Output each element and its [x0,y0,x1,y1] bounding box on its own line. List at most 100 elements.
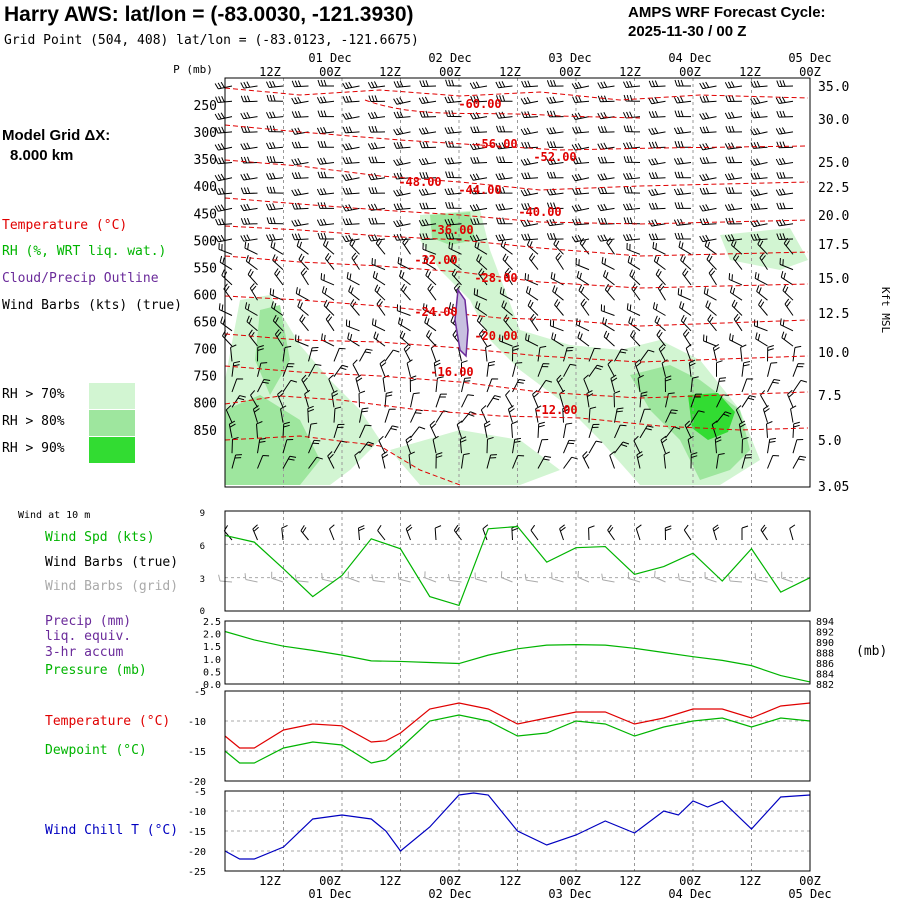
wind-barb [471,157,487,163]
wind-barb [547,80,563,86]
wind-barb [675,233,691,239]
wind-barb [266,234,283,240]
wind-barb [560,525,566,540]
wind-barb [556,253,564,270]
hour-label-top: 12Z [739,65,761,79]
wind-barb [343,188,359,194]
wind-barb [742,396,756,408]
wind-barb [632,284,640,300]
wind-barb [550,319,563,330]
wind-barb [598,112,615,119]
wind-barb [655,316,666,331]
wind-barb [700,96,716,102]
wind-barb [555,299,564,315]
wind-barb [674,127,691,133]
wind-barb [751,97,768,104]
wind-barb [598,187,614,193]
wind-barb [318,202,334,208]
wind-barb [454,525,461,540]
wind-barb [368,173,385,180]
wind-barb [368,143,385,150]
wind-barb [394,97,411,104]
wind-barb [325,253,334,269]
wind-barb [649,203,665,209]
wind-barb [266,112,283,118]
wind-barb [343,96,359,102]
height-tick-label: 17.5 [818,238,849,253]
wind-barb [725,204,742,211]
wind-barb [267,187,283,193]
wind-barb [547,172,563,178]
wind-barb [343,174,360,181]
wind-barb [343,143,360,150]
pressure-tick-label: 500 [194,234,217,249]
contour-label: -56.00 [474,137,517,151]
wind-barb [783,285,793,300]
wind-barb [292,234,308,240]
wind-barb [349,285,360,300]
temperature-contour [225,160,808,190]
wind-barb [343,113,360,120]
wind-chill-line [225,793,810,859]
pressure-tick-label: 400 [194,180,217,195]
wind-barb [522,81,538,87]
height-tick-label: 12.5 [818,307,849,322]
wind-barb [394,128,411,135]
wind-barb [411,410,423,423]
wind-barb [394,220,411,227]
wind-barb [372,574,385,582]
wind-barb [487,362,495,377]
wind-barb [216,127,232,133]
wind-barb [241,204,258,211]
wind-barb [292,97,309,104]
wind-barb [755,272,767,285]
wind-barb [253,525,259,540]
hour-label-top: 00Z [439,65,461,79]
wind-barb [360,349,373,361]
wind-barb [522,173,538,179]
wind-barb [684,525,691,540]
wind-barb [318,233,334,239]
wind-barb [576,318,589,330]
wind-barb [782,332,793,346]
hour-label-bottom: 00Z [679,874,701,888]
wind-barb [420,203,436,209]
wind-barb [572,235,589,242]
wind-barb [292,142,308,148]
wind-barb [379,436,385,453]
wind-barb [624,156,640,162]
pressure-tick-label: 882 [816,680,834,691]
day-label-bottom: 04 Dec [668,887,711,900]
wind-barb [301,268,308,285]
wind-barb [322,333,334,346]
wind-barb [781,271,793,285]
pressure-tick-label: 300 [194,126,217,141]
hour-label-top: 12Z [499,65,521,79]
wind-barb [245,242,258,254]
wind-barb [700,235,717,242]
wind-barb [470,82,487,89]
wind-barb [675,172,691,178]
wind-tick-label: 6 [200,542,205,552]
wind-barb [292,172,308,178]
hour-label-top: 00Z [559,65,581,79]
wind-barb [353,360,360,377]
wind-barb [578,571,589,582]
wind-barb [373,271,385,285]
pressure-tick-label: 800 [194,397,217,412]
wind-barb [601,304,614,315]
windchill-tick-label: -10 [188,807,206,818]
hour-label-top: 00Z [799,65,821,79]
contour-label: -44.00 [458,183,501,197]
wind-barb [674,219,691,225]
wind-barb [547,97,564,104]
wind-barb [674,158,691,164]
wind-barb [394,111,410,117]
wind-barb [382,452,388,469]
wind-barb [572,205,589,212]
hour-label-bottom: 00Z [319,874,341,888]
wind-barb [768,456,780,469]
day-label-top: 01 Dec [308,51,351,65]
wind-barb [757,285,768,300]
wind-barb [726,187,742,193]
